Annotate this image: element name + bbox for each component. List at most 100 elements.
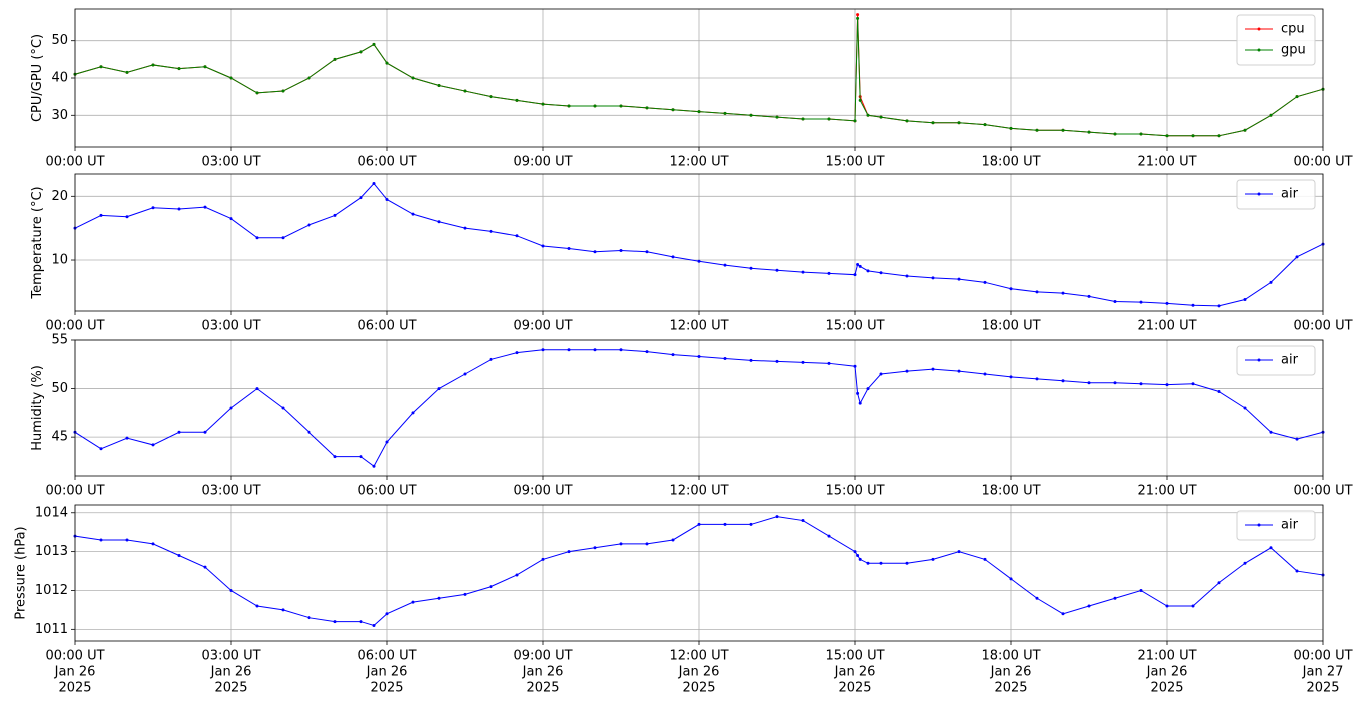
x-tick-label: 06:00 UT <box>357 319 416 334</box>
series-point <box>697 110 701 114</box>
y-tick-label: 1013 <box>35 544 68 559</box>
series-point <box>151 63 155 67</box>
series-point <box>931 121 935 125</box>
y-axis-label: Pressure (hPa) <box>13 526 28 619</box>
series-point <box>723 522 727 526</box>
series-point <box>437 220 441 224</box>
y-tick-label: 40 <box>51 71 68 86</box>
series-point <box>177 554 181 558</box>
series-point <box>1295 95 1299 99</box>
series-point <box>1165 604 1169 608</box>
x-tick-label: 18:00 UT <box>981 319 1040 334</box>
x-tick-label: 00:00 UT <box>1293 484 1352 499</box>
series-point <box>697 259 701 263</box>
series-point <box>723 263 727 267</box>
x-tick-label: 00:00 UT <box>45 319 104 334</box>
x-tick-label: 2025 <box>58 681 91 696</box>
series-point <box>879 372 883 376</box>
series-point <box>229 217 233 221</box>
series-point <box>333 57 337 61</box>
series-point <box>1217 134 1221 138</box>
series-point <box>697 522 701 526</box>
y-tick-label: 45 <box>51 430 68 445</box>
series-point <box>1191 604 1195 608</box>
series-point <box>856 262 860 266</box>
x-tick-label: 00:00 UT <box>1293 649 1352 664</box>
x-tick-label: 2025 <box>1306 681 1339 696</box>
series-point <box>151 206 155 210</box>
series-point <box>801 519 805 523</box>
series-point <box>463 89 467 93</box>
series-point <box>333 620 337 624</box>
series-point <box>255 236 259 240</box>
series-point <box>411 411 415 415</box>
series-point <box>879 561 883 565</box>
series-point <box>697 355 701 359</box>
series-point <box>866 387 870 391</box>
series-point <box>203 430 207 434</box>
series-point <box>1139 300 1143 304</box>
y-tick-label: 1014 <box>35 505 68 520</box>
legend-label: air <box>1281 518 1299 533</box>
x-tick-label: 00:00 UT <box>1293 319 1352 334</box>
series-point <box>541 244 545 248</box>
series-point <box>775 268 779 272</box>
series-point <box>671 538 675 542</box>
series-point <box>437 596 441 600</box>
series-point <box>856 16 860 20</box>
series-point <box>1113 132 1117 136</box>
series-point <box>385 612 389 616</box>
series-point <box>385 61 389 65</box>
series-point <box>333 213 337 217</box>
panel: 45 50 55 00:00 UT 03:00 UT 06:00 UT 09:00 UT 12… <box>30 333 1353 499</box>
series-point <box>99 213 103 217</box>
x-tick-label: 09:00 UT <box>513 155 572 170</box>
series-point <box>463 226 467 230</box>
series-point <box>307 616 311 620</box>
series-point <box>619 104 623 108</box>
series-point <box>1295 569 1299 573</box>
series-point <box>333 455 337 459</box>
series-point <box>801 270 805 274</box>
series-point <box>1243 128 1247 132</box>
legend-box <box>1236 510 1316 541</box>
series-point <box>125 215 129 219</box>
series-point <box>437 83 441 87</box>
series-point <box>1035 377 1039 381</box>
series-point <box>99 538 103 542</box>
series-point <box>567 348 571 352</box>
series-point <box>541 102 545 106</box>
legend-marker <box>1257 27 1261 31</box>
x-tick-label: 21:00 UT <box>1137 319 1196 334</box>
series-point <box>879 115 883 119</box>
series-point <box>827 361 831 365</box>
series-point <box>229 76 233 80</box>
series-point <box>983 372 987 376</box>
legend-marker <box>1257 192 1261 196</box>
series-point <box>593 348 597 352</box>
legend-label: cpu <box>1281 22 1305 37</box>
series-point <box>619 542 623 546</box>
series-point <box>856 13 860 17</box>
x-tick-label: 21:00 UT <box>1137 649 1196 664</box>
series-point <box>723 356 727 360</box>
legend-label: air <box>1281 353 1299 368</box>
series-point <box>645 250 649 254</box>
series-point <box>749 113 753 117</box>
x-tick-label: 2025 <box>214 681 247 696</box>
series-point <box>385 197 389 201</box>
series-point <box>359 620 363 624</box>
x-tick-label: 2025 <box>526 681 559 696</box>
x-tick-label: 00:00 UT <box>45 155 104 170</box>
series-point <box>801 360 805 364</box>
x-tick-label: 12:00 UT <box>669 484 728 499</box>
series-point <box>229 588 233 592</box>
series-point <box>1113 299 1117 303</box>
x-tick-label: 2025 <box>838 681 871 696</box>
series-point <box>1217 389 1221 393</box>
series-point <box>255 91 259 95</box>
series-point <box>1165 383 1169 387</box>
series-point <box>593 104 597 108</box>
series-point <box>203 565 207 569</box>
series-point <box>463 372 467 376</box>
